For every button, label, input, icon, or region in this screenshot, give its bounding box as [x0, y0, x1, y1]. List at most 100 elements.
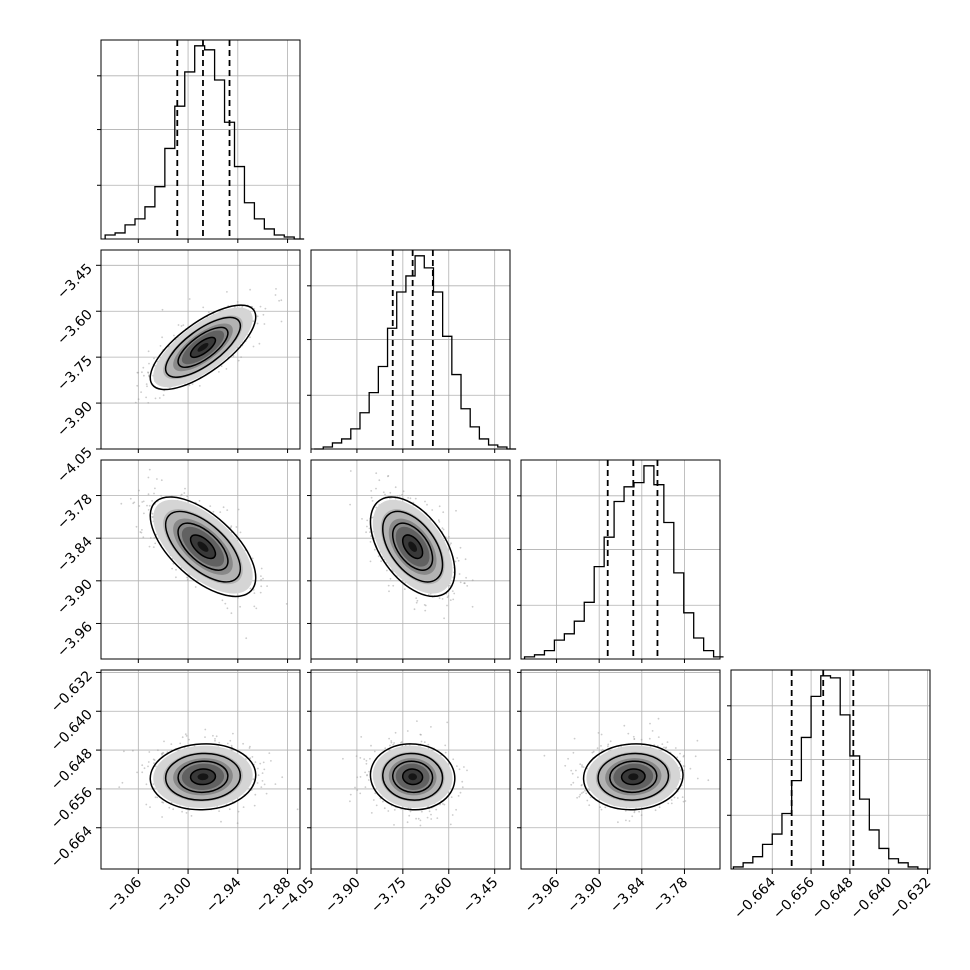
- scatter-point: [442, 511, 445, 514]
- scatter-point: [684, 800, 687, 802]
- scatter-point: [459, 546, 462, 549]
- scatter-point: [398, 494, 401, 497]
- scatter-point: [160, 479, 163, 482]
- scatter-point: [390, 740, 393, 742]
- scatter-point: [152, 783, 155, 785]
- scatter-point: [148, 504, 151, 507]
- scatter-point: [640, 738, 643, 741]
- x-tick-label: −3.90: [564, 875, 606, 917]
- scatter-point: [378, 479, 381, 482]
- scatter-point: [156, 796, 159, 799]
- y-tick-label: −3.90: [54, 399, 96, 441]
- scatter-point: [161, 753, 164, 756]
- contour-line: [582, 743, 684, 811]
- scatter-point: [221, 599, 224, 602]
- scatter-point: [543, 754, 546, 757]
- scatter-point: [649, 722, 651, 725]
- scatter-point: [455, 808, 457, 811]
- scatter-point: [186, 495, 189, 498]
- scatter-point: [151, 500, 154, 502]
- scatter-point: [631, 815, 634, 818]
- scatter-point: [147, 476, 150, 479]
- scatter-point: [625, 819, 627, 822]
- scatter-point: [141, 371, 143, 374]
- scatter-point: [424, 609, 427, 612]
- scatter-point: [264, 307, 267, 310]
- scatter-point: [471, 579, 474, 582]
- axes-frame: [310, 249, 511, 450]
- contour-line: [189, 768, 217, 786]
- scatter-point: [581, 765, 583, 768]
- scatter-point: [696, 739, 699, 742]
- scatter-point: [232, 732, 234, 735]
- scatter-point: [453, 592, 456, 595]
- scatter-point: [407, 497, 409, 499]
- scatter-point: [154, 487, 156, 490]
- scatter-point: [120, 502, 123, 505]
- x-tick-label: −0.632: [886, 875, 934, 923]
- scatter-point: [609, 740, 612, 743]
- scatter-point: [181, 736, 184, 739]
- scatter-point: [450, 542, 452, 545]
- contour-line: [164, 316, 242, 378]
- scatter-point: [349, 800, 351, 803]
- scatter-point: [570, 769, 573, 772]
- scatter-point: [419, 819, 422, 822]
- scatter-point: [681, 796, 684, 798]
- scatter-point: [152, 546, 155, 548]
- scatter-point: [589, 796, 592, 799]
- scatter-point: [177, 324, 180, 326]
- scatter-point: [145, 783, 148, 786]
- scatter-point: [162, 801, 165, 804]
- scatter-point: [186, 578, 189, 581]
- scatter-point: [263, 783, 266, 786]
- scatter-point: [588, 804, 591, 807]
- scatter-point: [449, 584, 451, 587]
- scatter-point: [377, 555, 380, 558]
- scatter-point: [420, 740, 423, 743]
- scatter-point: [252, 345, 255, 348]
- x-tick-label: −3.96: [522, 874, 564, 916]
- scatter-point: [400, 741, 403, 743]
- scatter-point: [572, 781, 575, 784]
- scatter-point: [461, 786, 464, 789]
- histogram-3: [732, 675, 928, 870]
- scatter-point: [240, 356, 243, 358]
- scatter-point: [450, 796, 453, 798]
- scatter-point: [676, 756, 679, 759]
- scatter-point: [274, 294, 277, 296]
- x-tick-label: −0.664: [731, 874, 779, 922]
- scatter-point: [455, 509, 457, 512]
- scatter-point: [161, 336, 164, 339]
- scatter-point: [430, 726, 432, 728]
- scatter-point: [449, 823, 452, 826]
- scatter-point: [421, 810, 423, 813]
- scatter-point: [252, 778, 255, 781]
- scatter-point: [263, 323, 266, 325]
- y-tick-label: −3.84: [54, 534, 96, 576]
- scatter-point: [415, 601, 418, 604]
- scatter-point: [219, 511, 222, 513]
- scatter-point: [265, 792, 268, 795]
- scatter-point: [654, 809, 657, 812]
- x-tick-label: −2.94: [203, 874, 245, 916]
- x-tick-label: −0.656: [770, 874, 818, 922]
- y-tick-label: −3.75: [54, 353, 96, 395]
- scatter-point: [674, 747, 677, 749]
- scatter-point: [368, 527, 371, 530]
- scatter-point: [443, 617, 445, 620]
- scatter-point: [369, 560, 372, 563]
- scatter-point: [148, 751, 151, 753]
- scatter-point: [237, 359, 240, 362]
- scatter-point: [226, 509, 229, 511]
- scatter-point: [451, 814, 454, 816]
- scatter-point: [390, 741, 393, 744]
- scatter-point: [172, 808, 175, 811]
- x-tick-label: −0.648: [809, 875, 857, 923]
- scatter-point: [138, 489, 140, 492]
- scatter-point: [239, 531, 242, 534]
- scatter-point: [147, 493, 150, 496]
- scatter-point: [224, 602, 227, 605]
- scatter-point: [149, 806, 151, 808]
- scatter-point: [235, 526, 238, 528]
